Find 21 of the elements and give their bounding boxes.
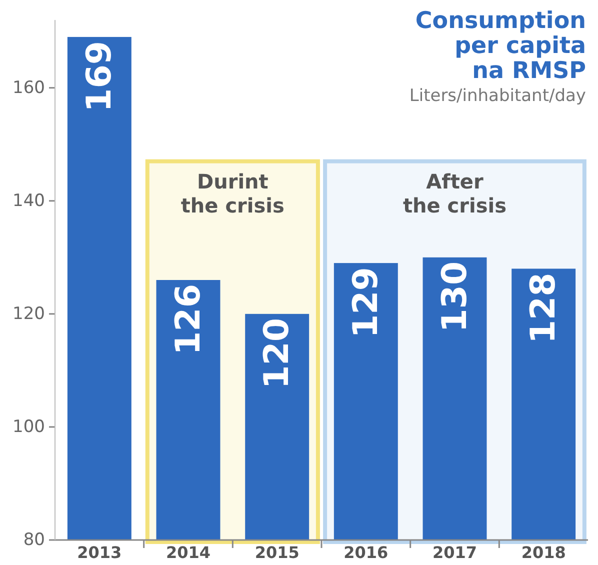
x-tick-label: 2016 bbox=[344, 543, 388, 562]
data-label: 129 bbox=[346, 267, 386, 338]
data-label: 128 bbox=[524, 272, 564, 344]
x-tick-label: 2014 bbox=[166, 543, 211, 562]
x-tick-label: 2015 bbox=[254, 543, 300, 562]
y-tick-label: 80 bbox=[23, 530, 45, 550]
data-label: 126 bbox=[168, 284, 208, 355]
data-label: 169 bbox=[79, 40, 120, 112]
band-label: After the crisis bbox=[402, 169, 507, 218]
y-tick-label: 160 bbox=[12, 78, 45, 98]
y-tick-label: 140 bbox=[12, 190, 45, 211]
x-tick-label: 2017 bbox=[432, 543, 478, 562]
data-label: 120 bbox=[257, 318, 298, 389]
y-tick-label: 120 bbox=[12, 304, 45, 324]
data-label: 130 bbox=[434, 261, 475, 332]
text: Liters/inhabitant/day bbox=[409, 86, 586, 106]
x-tick-label: 2013 bbox=[77, 543, 122, 562]
y-tick-label: 100 bbox=[12, 416, 45, 437]
text: Consumption per capita na RMSP bbox=[415, 8, 586, 84]
x-tick-label: 2018 bbox=[521, 543, 566, 562]
band-label: Durint the crisis bbox=[180, 169, 284, 218]
